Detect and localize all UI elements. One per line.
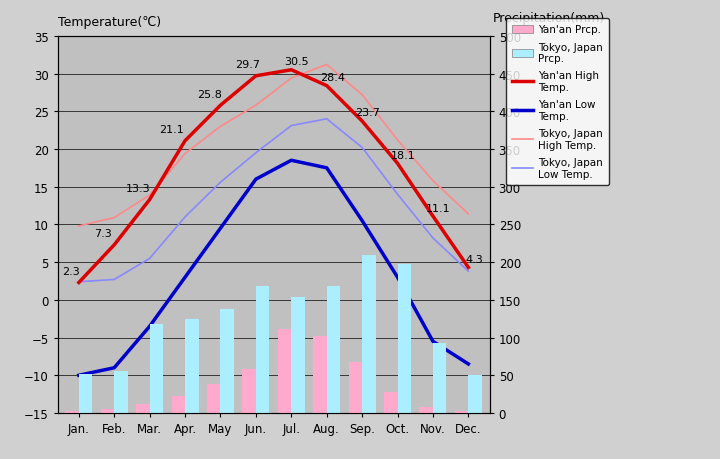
Bar [468,375,482,413]
Bar [185,319,199,413]
Text: 13.3: 13.3 [126,184,151,194]
Bar [362,255,376,413]
Bar [433,343,446,413]
Bar [79,374,92,413]
Bar [101,409,114,413]
Bar [348,362,362,413]
Bar [66,412,79,413]
Text: 7.3: 7.3 [94,229,112,239]
Bar [114,371,127,413]
Bar [313,336,327,413]
Text: 18.1: 18.1 [391,151,415,160]
Bar [327,286,340,413]
Bar [455,411,468,413]
Text: 2.3: 2.3 [62,267,79,277]
Text: Temperature(℃): Temperature(℃) [58,16,161,29]
Text: 21.1: 21.1 [159,125,184,135]
Text: 29.7: 29.7 [235,60,260,70]
Legend: Yan'an Prcp., Tokyo, Japan
Prcp., Yan'an High
Temp., Yan'an Low
Temp., Tokyo, Ja: Yan'an Prcp., Tokyo, Japan Prcp., Yan'an… [505,19,609,185]
Bar [397,265,411,413]
Bar [220,309,234,413]
Text: 23.7: 23.7 [355,108,380,118]
Bar [171,397,185,413]
Bar [292,297,305,413]
Bar [150,324,163,413]
Bar [384,392,397,413]
Bar [243,369,256,413]
Text: 11.1: 11.1 [426,203,451,213]
Text: 4.3: 4.3 [465,254,483,264]
Bar [256,286,269,413]
Text: 30.5: 30.5 [284,57,309,67]
Bar [207,385,220,413]
Bar [420,407,433,413]
Bar [136,404,150,413]
Text: 25.8: 25.8 [197,90,222,100]
Bar [278,329,292,413]
Text: Precipitation(mm): Precipitation(mm) [493,12,606,25]
Text: 28.4: 28.4 [320,73,345,83]
